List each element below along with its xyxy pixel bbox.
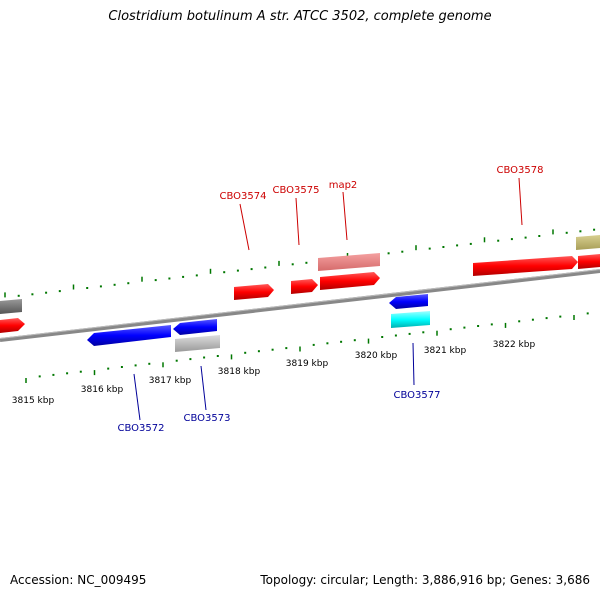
label-leader: [239, 203, 250, 251]
gene-label-cbo3573[interactable]: CBO3573: [184, 413, 231, 424]
label-leader: [342, 191, 348, 241]
gene-feature-red: [320, 272, 380, 290]
genome-title: Clostridium botulinum A str. ATCC 3502, …: [108, 9, 492, 24]
scale-label: 3815 kbp: [12, 396, 55, 406]
gene-cbo3577[interactable]: [389, 294, 428, 309]
reverse-scale-ticks: [25, 312, 589, 383]
label-leader: [518, 177, 523, 226]
gene-feature-olive: [576, 235, 600, 250]
gene-label-cbo3574[interactable]: CBO3574: [220, 191, 267, 202]
scale-label: 3819 kbp: [286, 359, 329, 369]
scale-label: 3818 kbp: [218, 367, 261, 377]
gene-label-cbo3572[interactable]: CBO3572: [118, 423, 165, 434]
gene-feature-cyan: [391, 311, 430, 328]
accession-label: Accession: NC_009495: [10, 573, 147, 587]
scale-label: 3822 kbp: [493, 340, 536, 350]
label-leader: [412, 342, 415, 386]
gene-feature-red: [578, 254, 600, 269]
scale-label: 3816 kbp: [81, 385, 124, 395]
label-leader: [133, 373, 141, 421]
forward-scale-ticks: [4, 228, 596, 298]
gene-cbo3578[interactable]: [473, 256, 578, 276]
label-leader: [200, 365, 207, 411]
gene-label-cbo3577[interactable]: CBO3577: [394, 390, 441, 401]
gene-feature-gray: [0, 299, 22, 314]
gene-cbo3572[interactable]: [87, 325, 171, 346]
gene-feature-red: [0, 318, 25, 333]
gene-feature-gray: [175, 335, 220, 352]
genome-backbone: [0, 269, 600, 342]
gene-map2[interactable]: [318, 253, 380, 271]
genome-backbone-highlight: [0, 269, 600, 339]
label-leader: [295, 197, 300, 246]
scale-label: 3820 kbp: [355, 351, 398, 361]
gene-label-cbo3578[interactable]: CBO3578: [497, 165, 544, 176]
genome-stats-label: Topology: circular; Length: 3,886,916 bp…: [260, 573, 590, 587]
scale-label: 3817 kbp: [149, 376, 192, 386]
gene-label-cbo3575[interactable]: CBO3575: [273, 185, 320, 196]
gene-cbo3575[interactable]: [291, 279, 318, 294]
gene-cbo3573[interactable]: [173, 319, 217, 335]
gene-cbo3574[interactable]: [234, 284, 274, 300]
scale-label: 3821 kbp: [424, 346, 467, 356]
gene-label-map2[interactable]: map2: [329, 180, 358, 191]
